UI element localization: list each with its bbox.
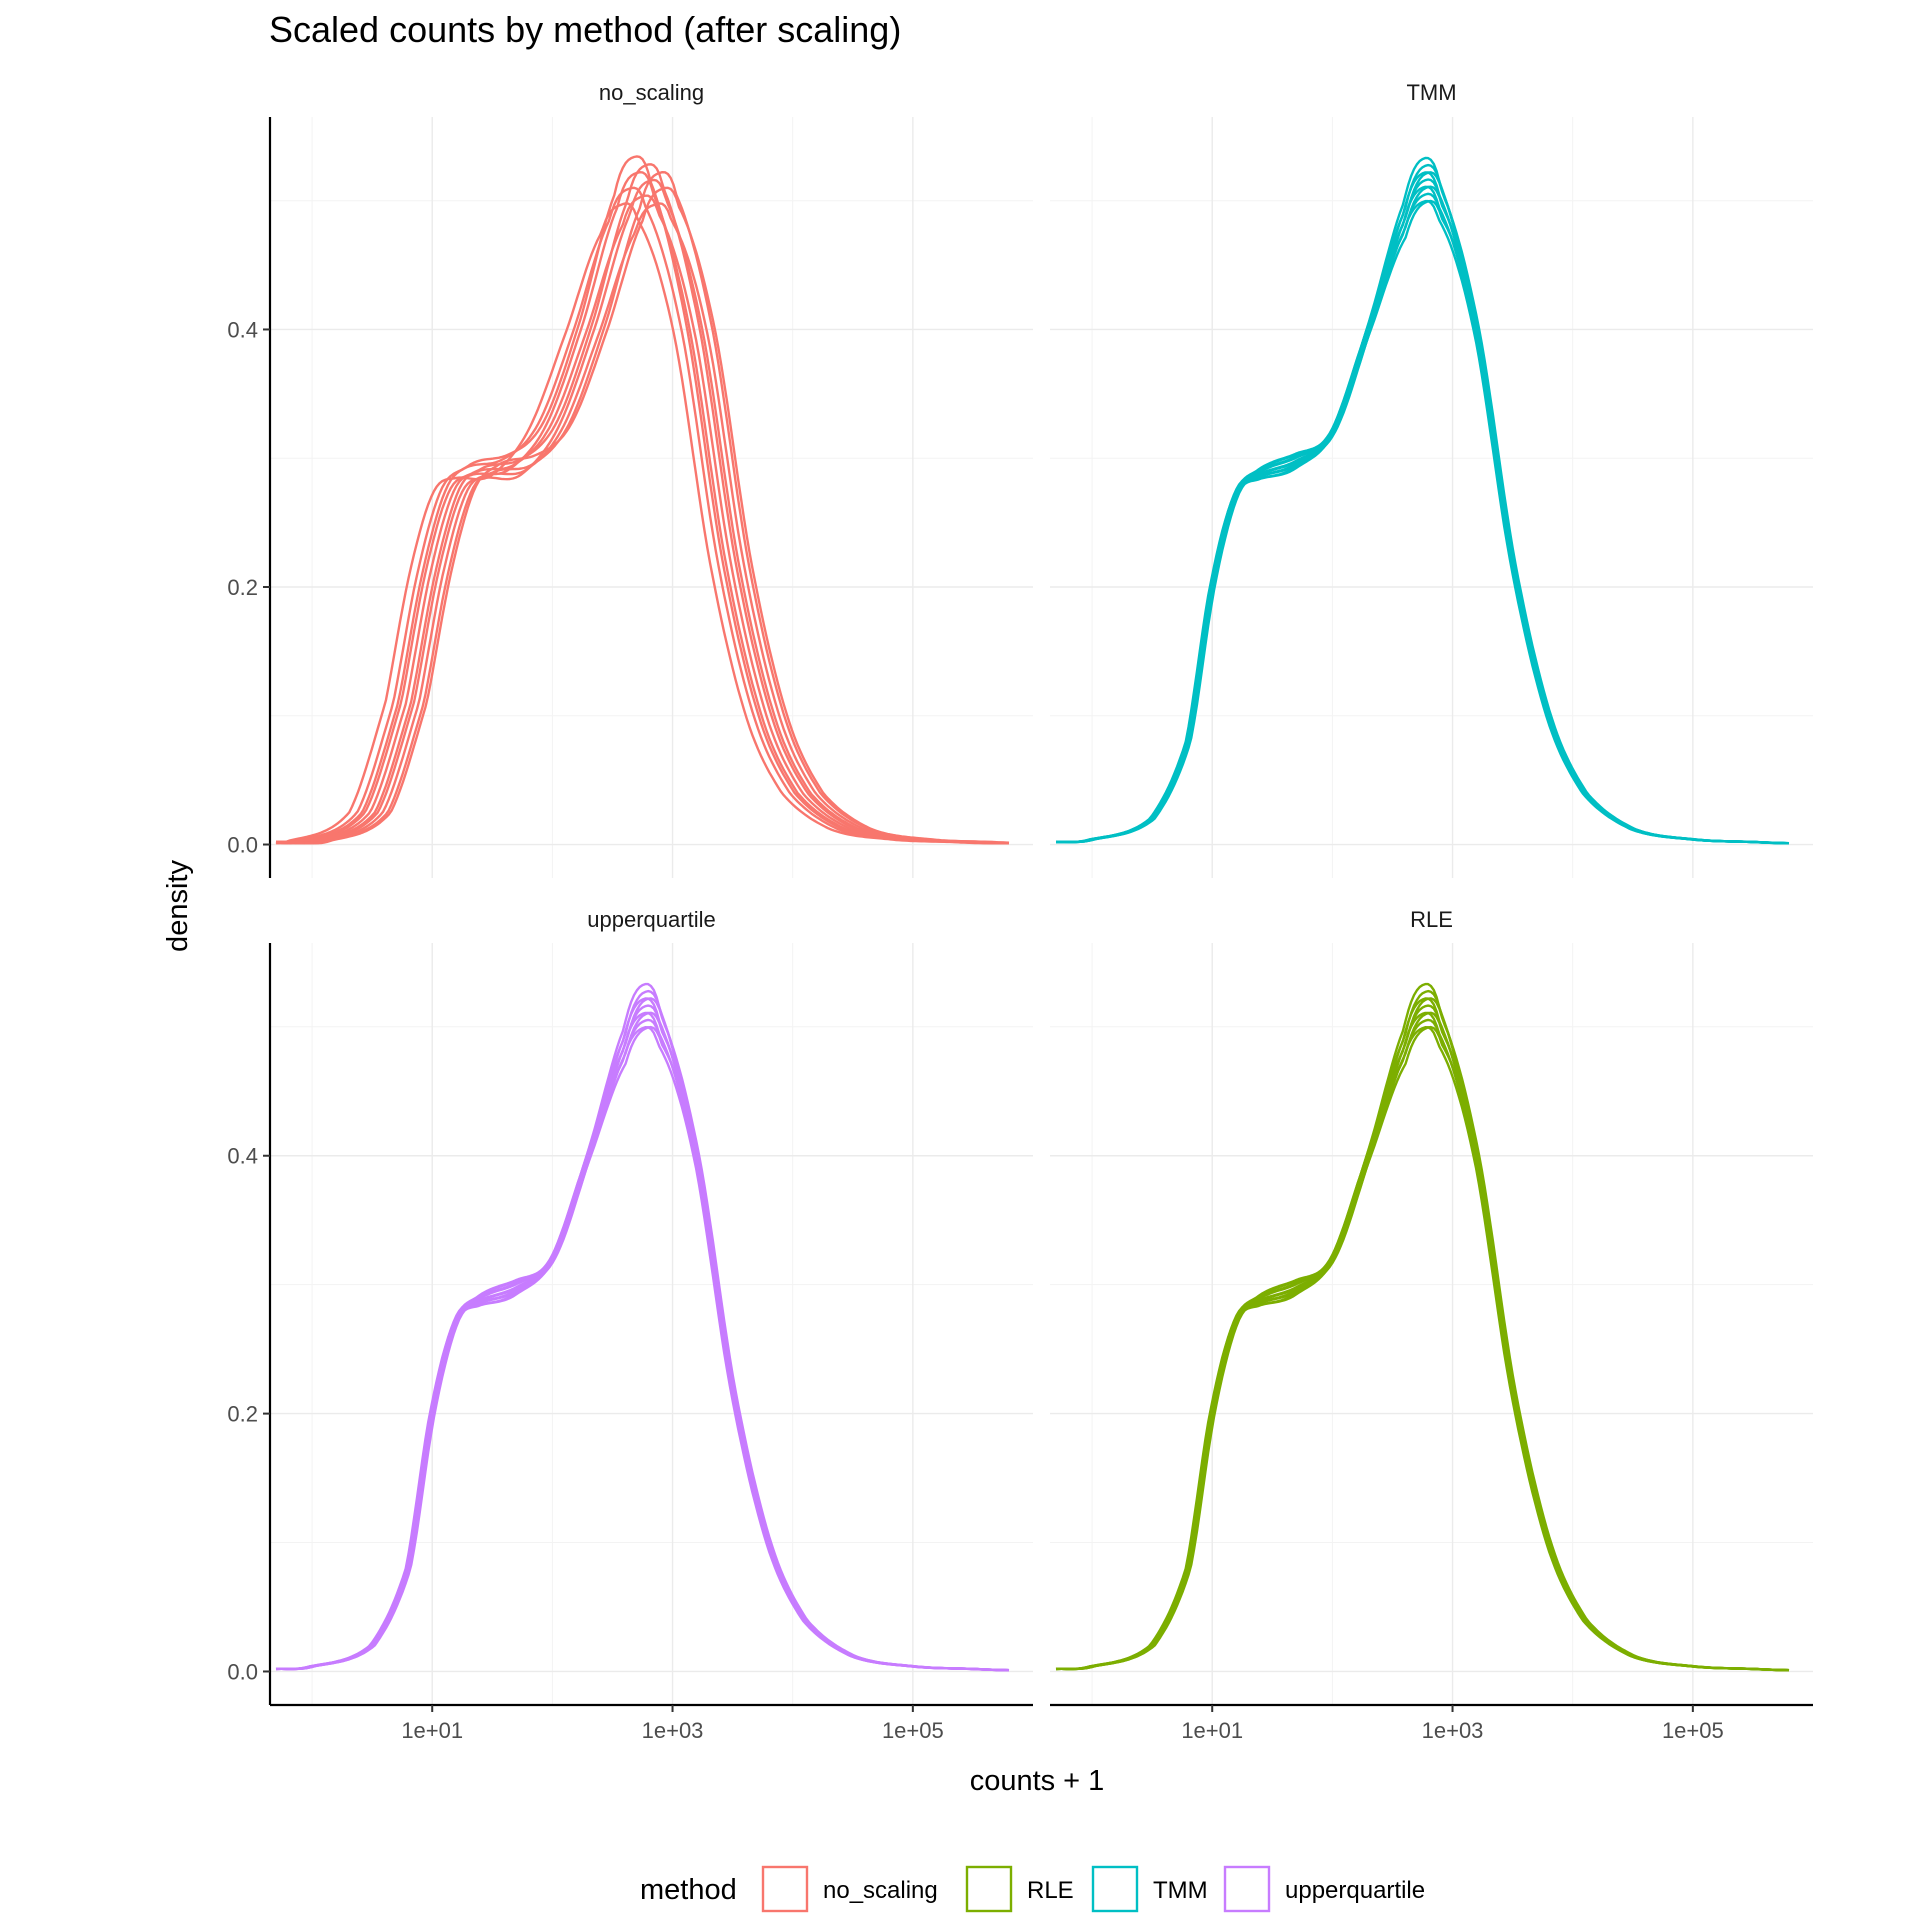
density-curve-RLE-2 — [1056, 1011, 1789, 1672]
density-curve-TMM-8 — [1056, 199, 1789, 845]
density-curve-TMM-2 — [1056, 185, 1789, 845]
density-curve-TMM-3 — [1056, 171, 1789, 845]
legend-key-TMM — [1091, 1865, 1139, 1913]
legend-title: method — [640, 1874, 737, 1906]
legend-key-no_scaling — [761, 1865, 809, 1913]
density-curve-TMM-6 — [1056, 178, 1789, 845]
x-tick-label: 1e+05 — [1662, 1718, 1724, 1743]
density-curve-RLE-1 — [1056, 1026, 1789, 1672]
y-axis-title: density — [162, 860, 194, 952]
density-curve-RLE-5 — [1055, 1018, 1790, 1672]
panel-no_scaling: no_scaling 0.0 0.2 0.4 — [227, 80, 1033, 878]
density-curve-RLE-7 — [1055, 989, 1790, 1672]
density-curve-upperquartile-1 — [276, 1026, 1009, 1672]
density-curve-upperquartile-5 — [275, 1018, 1010, 1672]
density-curve-upperquartile-10 — [276, 997, 1009, 1672]
density-curve-TMM-7 — [1056, 163, 1789, 845]
panel-TMM: TMM — [1050, 80, 1813, 878]
y-tick-label: 0.2 — [227, 1402, 258, 1427]
x-tick-label: 1e+01 — [1181, 1718, 1243, 1743]
density-curve-TMM-10 — [1056, 171, 1790, 845]
panel-upperquartile: upperquartile 0.0 0.2 0.4 1e+01 1e+03 1e+05 — [227, 907, 1033, 1743]
density-curve-RLE-3 — [1055, 997, 1789, 1672]
density-curve-RLE-6 — [1055, 1004, 1790, 1672]
density-curve-no_scaling-4 — [275, 155, 1009, 845]
density-curve-upperquartile-3 — [275, 997, 1009, 1672]
y-tick-label: 0.0 — [227, 833, 258, 858]
legend-label-RLE: RLE — [1027, 1877, 1074, 1904]
y-tick-label: 0.4 — [227, 1144, 258, 1169]
density-curve-TMM-1 — [1056, 199, 1789, 845]
legend-label-no_scaling: no_scaling — [823, 1877, 938, 1904]
x-tick-label: 1e+03 — [642, 1718, 704, 1743]
facet-panels: no_scaling 0.0 0.2 0.4 TMM upperquartile 0.0 0.… — [227, 80, 1813, 1743]
density-curve-RLE-9 — [1056, 1011, 1790, 1672]
density-curve-upperquartile-9 — [276, 1011, 1010, 1672]
density-curve-RLE-4 — [1055, 982, 1790, 1672]
density-curve-upperquartile-6 — [275, 1004, 1010, 1672]
density-curve-no_scaling-10 — [276, 171, 1010, 845]
density-curve-TMM-5 — [1056, 192, 1789, 845]
y-tick-label: 0.2 — [227, 575, 258, 600]
legend-entries: no_scaling RLE TMM upperquartile — [761, 1865, 1425, 1913]
x-tick-label: 1e+01 — [401, 1718, 463, 1743]
y-tick-label: 0.4 — [227, 317, 258, 342]
density-curve-upperquartile-7 — [275, 989, 1010, 1672]
density-curve-TMM-9 — [1056, 185, 1790, 845]
legend-key-upperquartile — [1223, 1865, 1271, 1913]
legend: method no_scaling RLE TMM upperquartile — [640, 1865, 1425, 1913]
x-tick-label: 1e+05 — [882, 1718, 944, 1743]
strip-label-TMM: TMM — [1406, 80, 1456, 105]
strip-label-RLE: RLE — [1410, 907, 1453, 932]
density-curve-TMM-4 — [1056, 156, 1789, 845]
panel-RLE: RLE 1e+01 1e+03 1e+05 — [1050, 907, 1813, 1743]
legend-label-TMM: TMM — [1153, 1877, 1208, 1904]
x-tick-label: 1e+03 — [1422, 1718, 1484, 1743]
x-axis-title: counts + 1 — [970, 1765, 1105, 1797]
strip-label-no_scaling: no_scaling — [599, 80, 704, 105]
strip-label-upperquartile: upperquartile — [587, 907, 715, 932]
chart-title: Scaled counts by method (after scaling) — [269, 9, 901, 50]
density-curve-upperquartile-2 — [276, 1011, 1009, 1672]
legend-label-upperquartile: upperquartile — [1285, 1877, 1425, 1904]
density-curve-upperquartile-8 — [276, 1025, 1010, 1672]
density-curve-RLE-10 — [1056, 997, 1789, 1672]
y-tick-label: 0.0 — [227, 1659, 258, 1684]
density-curve-RLE-8 — [1056, 1025, 1790, 1672]
legend-key-RLE — [965, 1865, 1013, 1913]
density-curve-upperquartile-4 — [275, 982, 1010, 1672]
